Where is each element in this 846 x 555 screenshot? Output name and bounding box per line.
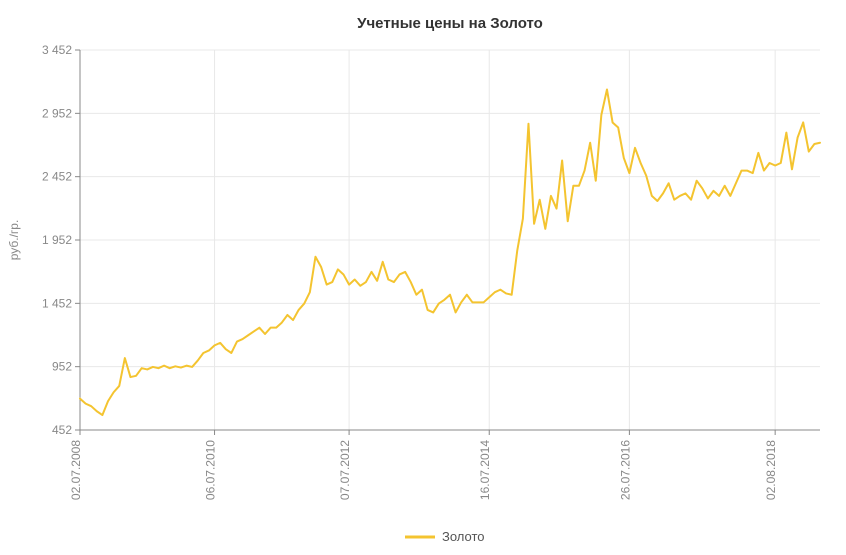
y-tick-label: 1 952 bbox=[42, 233, 72, 247]
gold-price-chart: 452 952 1 452 1 952 2 452 2 952 3 452 02.07.200… bbox=[0, 0, 846, 555]
x-tick-label: 16.07.2014 bbox=[478, 440, 492, 500]
x-tick-label: 07.07.2012 bbox=[338, 440, 352, 500]
chart-title: Учетные цены на Золото bbox=[357, 15, 543, 32]
x-tick-label: 02.08.2018 bbox=[764, 440, 778, 500]
y-axis-label: руб./гр. bbox=[7, 220, 21, 261]
x-tick-label: 06.07.2010 bbox=[204, 440, 218, 500]
y-tick-label: 952 bbox=[52, 360, 72, 374]
x-tick-label: 02.07.2008 bbox=[69, 440, 83, 500]
y-tick-label: 452 bbox=[52, 423, 72, 437]
y-tick-label: 2 952 bbox=[42, 106, 72, 120]
legend-label: Золото bbox=[442, 529, 485, 544]
y-tick-label: 2 452 bbox=[42, 170, 72, 184]
y-tick-label: 3 452 bbox=[42, 43, 72, 57]
x-tick-label: 26.07.2016 bbox=[618, 440, 632, 500]
chart-container: 452 952 1 452 1 952 2 452 2 952 3 452 02.07.200… bbox=[0, 0, 846, 555]
y-tick-label: 1 452 bbox=[42, 296, 72, 310]
